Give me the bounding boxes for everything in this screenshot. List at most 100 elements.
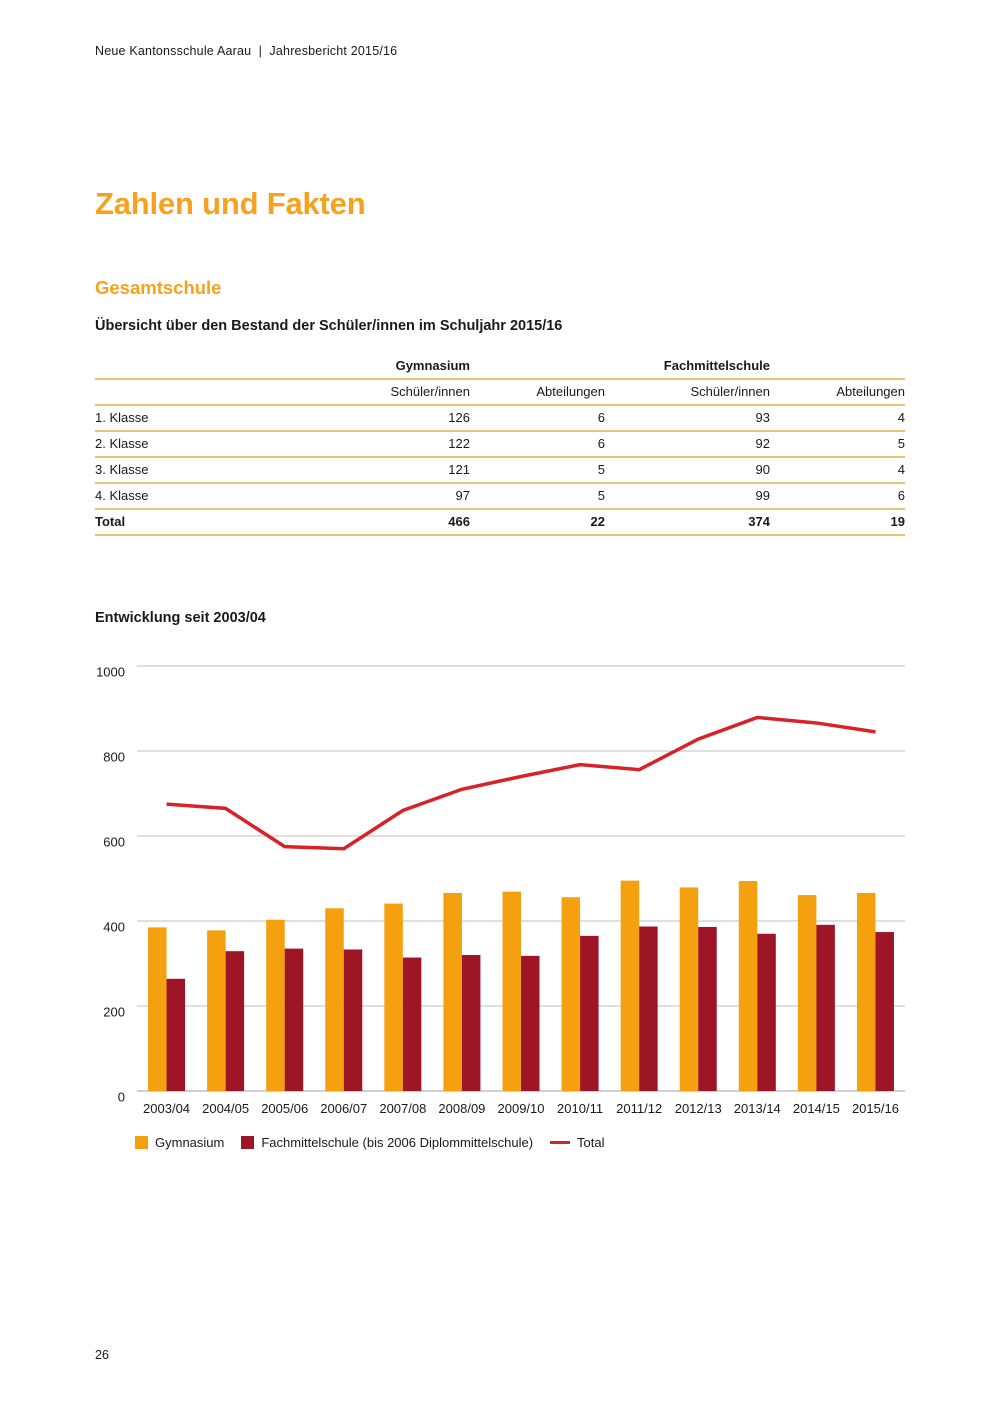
cell: 93 [755, 410, 770, 425]
x-tick-label: 2013/14 [734, 1101, 781, 1116]
bar-fachmittelschule [698, 926, 717, 1091]
legend-item-fachmittelschule: Fachmittelschule (bis 2006 Diplommittels… [241, 1135, 533, 1150]
col-header: Schüler/innen [390, 384, 471, 399]
total-line-swatch-icon [550, 1140, 571, 1145]
bar-fachmittelschule [225, 951, 245, 1091]
table-row: 4. Klasse 97 5 99 6 [95, 484, 905, 510]
running-head: Neue Kantonsschule Aarau | Jahresbericht… [95, 44, 398, 58]
x-tick-label: 2015/16 [852, 1101, 899, 1116]
cell: 126 [448, 410, 470, 425]
cell: 121 [448, 462, 470, 477]
row-label: 2. Klasse [95, 436, 149, 451]
legend-label: Fachmittelschule (bis 2006 Diplommittels… [261, 1135, 534, 1150]
bar-gymnasium [148, 927, 167, 1091]
fachmittelschule-swatch-icon [241, 1136, 255, 1149]
table-caption: Übersicht über den Bestand der Schüler/i… [95, 318, 563, 334]
development-chart: 0 200 400 600 800 1000 2003/04 2004/05 2005/06 20… [96, 664, 905, 1116]
bar-gymnasium [679, 887, 699, 1091]
table-group-header-row: Gymnasium Fachmittelschule [95, 356, 905, 380]
cell: 6 [597, 436, 605, 451]
y-tick-label: 400 [103, 919, 125, 934]
bar-fachmittelschule [521, 955, 540, 1091]
cell: 374 [748, 514, 770, 529]
cell: 4 [897, 462, 905, 477]
bar-fachmittelschule [284, 948, 304, 1091]
bar-fachmittelschule [757, 933, 776, 1091]
bar-gymnasium [561, 897, 581, 1091]
bar-fachmittelschule [639, 926, 658, 1091]
x-tick-label: 2011/12 [616, 1101, 662, 1116]
legend-item-gymnasium: Gymnasium [135, 1135, 224, 1150]
y-tick-label: 0 [118, 1089, 125, 1104]
bar-fachmittelschule [580, 935, 599, 1091]
cell: 19 [890, 514, 905, 529]
cell: 97 [455, 488, 470, 503]
bar-gymnasium [856, 892, 876, 1091]
y-tick-label: 1000 [96, 664, 125, 679]
cell: 6 [897, 488, 905, 503]
y-tick-label: 200 [103, 1004, 125, 1019]
col-header: Abteilungen [536, 384, 605, 399]
chart-legend: Gymnasium Fachmittelschule (bis 2006 Dip… [135, 1135, 605, 1150]
group-header-gymnasium: Gymnasium [395, 358, 470, 373]
page-title: Zahlen und Fakten [95, 186, 366, 221]
x-tick-label: 2005/06 [261, 1101, 308, 1116]
page-number: 26 [95, 1348, 109, 1362]
legend-item-total: Total [550, 1135, 605, 1150]
table-column-header-row: Schüler/innen Abteilungen Schüler/innen … [95, 380, 905, 406]
legend-label: Total [577, 1135, 605, 1150]
chart-heading: Entwicklung seit 2003/04 [95, 610, 266, 626]
bar-gymnasium [620, 880, 640, 1091]
total-line [166, 715, 876, 851]
y-tick-label: 800 [103, 749, 125, 764]
students-table: Gymnasium Fachmittelschule Schüler/innen… [95, 356, 905, 536]
row-label: 1. Klasse [95, 410, 149, 425]
bar-gymnasium [266, 919, 285, 1091]
bar-gymnasium [443, 892, 462, 1091]
col-header: Abteilungen [836, 384, 905, 399]
cell: 4 [897, 410, 905, 425]
cell: 5 [597, 488, 605, 503]
cell: 466 [448, 514, 470, 529]
gymnasium-swatch-icon [135, 1136, 148, 1149]
section-title: Gesamtschule [95, 277, 222, 298]
bar-gymnasium [738, 881, 758, 1091]
bar-gymnasium [384, 903, 403, 1091]
bar-gymnasium [325, 908, 344, 1091]
table-row: 3. Klasse 121 5 90 4 [95, 458, 905, 484]
bar-gymnasium [502, 891, 521, 1091]
cell: 5 [597, 462, 605, 477]
bar-fachmittelschule [402, 957, 422, 1091]
x-tick-label: 2010/11 [557, 1101, 603, 1116]
legend-label: Gymnasium [155, 1135, 225, 1150]
x-tick-label: 2012/13 [675, 1101, 722, 1116]
table-row: 1. Klasse 126 6 93 4 [95, 406, 905, 432]
table-row: 2. Klasse 122 6 92 5 [95, 432, 905, 458]
bar-fachmittelschule [816, 924, 835, 1091]
bar-fachmittelschule [166, 978, 186, 1091]
cell: 22 [590, 514, 605, 529]
row-label: 3. Klasse [95, 462, 149, 477]
cell: 99 [755, 488, 770, 503]
bar-fachmittelschule [461, 955, 481, 1091]
bar-fachmittelschule [875, 932, 894, 1091]
row-label: 4. Klasse [95, 488, 149, 503]
bar-gymnasium [207, 930, 226, 1091]
cell: 5 [897, 436, 905, 451]
x-tick-label: 2003/04 [143, 1101, 190, 1116]
x-tick-label: 2008/09 [438, 1101, 485, 1116]
row-label: Total [95, 514, 126, 529]
y-tick-label: 600 [103, 834, 125, 849]
group-header-fachmittelschule: Fachmittelschule [663, 358, 770, 373]
x-tick-label: 2014/15 [793, 1101, 840, 1116]
table-total-row: Total 466 22 374 19 [95, 510, 905, 536]
bar-gymnasium [797, 895, 817, 1091]
bar-fachmittelschule [343, 949, 363, 1091]
cell: 92 [755, 436, 770, 451]
x-tick-label: 2009/10 [498, 1101, 545, 1116]
x-tick-label: 2004/05 [202, 1101, 249, 1116]
x-tick-label: 2007/08 [379, 1101, 426, 1116]
x-tick-label: 2006/07 [320, 1101, 367, 1116]
cell: 90 [755, 462, 770, 477]
